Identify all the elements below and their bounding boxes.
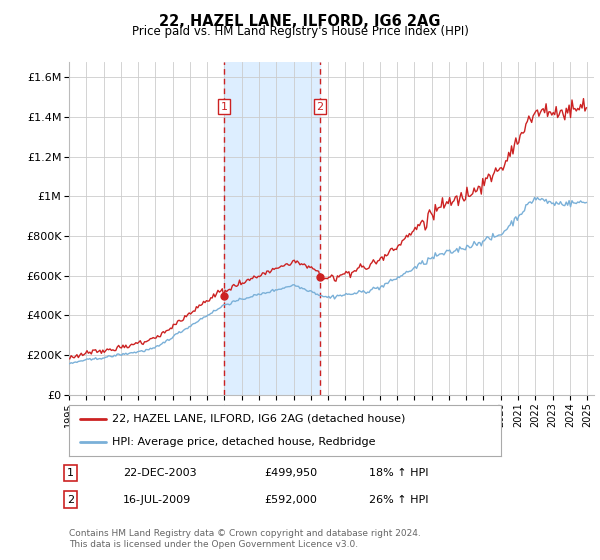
Text: 18% ↑ HPI: 18% ↑ HPI bbox=[369, 468, 428, 478]
Text: 22, HAZEL LANE, ILFORD, IG6 2AG: 22, HAZEL LANE, ILFORD, IG6 2AG bbox=[159, 14, 441, 29]
Text: Contains HM Land Registry data © Crown copyright and database right 2024.
This d: Contains HM Land Registry data © Crown c… bbox=[69, 529, 421, 549]
Text: 22-DEC-2003: 22-DEC-2003 bbox=[123, 468, 197, 478]
Text: HPI: Average price, detached house, Redbridge: HPI: Average price, detached house, Redb… bbox=[112, 437, 376, 447]
Bar bbox=[224, 62, 320, 395]
Text: 2: 2 bbox=[67, 494, 74, 505]
Text: 1: 1 bbox=[67, 468, 74, 478]
Text: £499,950: £499,950 bbox=[264, 468, 317, 478]
Text: £592,000: £592,000 bbox=[264, 494, 317, 505]
Text: 26% ↑ HPI: 26% ↑ HPI bbox=[369, 494, 428, 505]
Text: 2: 2 bbox=[317, 101, 323, 111]
Text: 22, HAZEL LANE, ILFORD, IG6 2AG (detached house): 22, HAZEL LANE, ILFORD, IG6 2AG (detache… bbox=[112, 414, 406, 424]
Text: Price paid vs. HM Land Registry's House Price Index (HPI): Price paid vs. HM Land Registry's House … bbox=[131, 25, 469, 38]
Text: 16-JUL-2009: 16-JUL-2009 bbox=[123, 494, 191, 505]
Text: 1: 1 bbox=[220, 101, 227, 111]
